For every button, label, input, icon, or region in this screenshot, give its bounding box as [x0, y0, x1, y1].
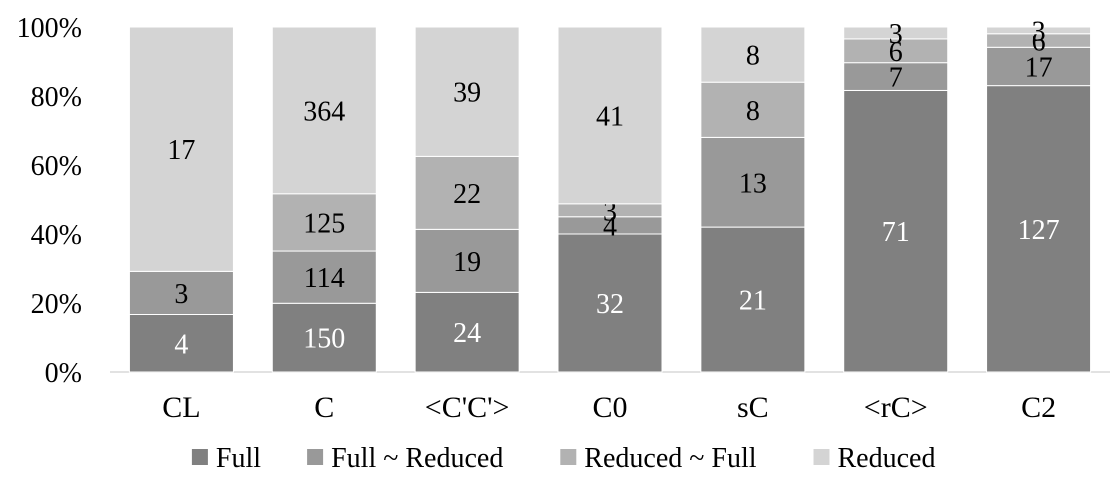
legend: Full Full ~ Reduced Reduced ~ Full Reduced [191, 443, 936, 474]
x-tick-label: CL [162, 391, 200, 424]
data-label: 32 [596, 289, 624, 320]
legend-item: Full [191, 443, 261, 474]
bar-segment [271, 302, 377, 373]
bar-segment [271, 26, 377, 195]
data-label: 39 [453, 78, 481, 109]
legend-label: Full ~ Reduced [331, 443, 503, 474]
y-tick-label: 100% [17, 13, 82, 44]
bar-segment [843, 89, 949, 373]
bar-segment [414, 291, 520, 373]
legend-swatch [813, 449, 830, 465]
data-label: 21 [739, 286, 767, 317]
bar-segment [271, 193, 377, 252]
legend-swatch [191, 449, 208, 465]
bar-segment [700, 226, 806, 373]
data-label: 17 [1025, 52, 1053, 83]
data-label: 114 [304, 263, 345, 294]
legend-label: Reduced ~ Full [584, 443, 756, 474]
data-label: 6 [1032, 27, 1046, 58]
bar-segment [843, 26, 949, 40]
legend-swatch [307, 449, 324, 465]
bar-segment [986, 26, 1092, 35]
x-tick-label: C2 [1021, 391, 1056, 424]
bar-segment [700, 136, 806, 228]
data-label: 364 [303, 96, 345, 127]
data-label: 150 [303, 324, 345, 355]
x-tick-label: sC [737, 391, 769, 424]
bars: 4317150114125364241922393243412113887176… [128, 16, 1092, 373]
x-axis: CL C <C'C'> C0 sC <rC> C2 [162, 391, 1056, 424]
data-label: 3 [889, 19, 903, 50]
data-label: 17 [167, 135, 195, 166]
y-tick-label: 20% [31, 289, 82, 320]
bar-segment [843, 62, 949, 91]
y-tick-label: 0% [45, 358, 82, 389]
legend-label: Full [216, 443, 261, 474]
data-label: 6 [889, 37, 903, 68]
bar-segment [557, 233, 663, 373]
bar-segment [700, 81, 806, 138]
legend-item: Reduced ~ Full [560, 443, 757, 474]
data-label: 4 [603, 211, 617, 242]
data-label: 3 [174, 279, 188, 310]
data-label: 19 [453, 247, 481, 278]
data-label: 3 [1032, 16, 1046, 47]
y-tick-label: 80% [31, 82, 82, 113]
bar-segment [414, 228, 520, 293]
legend-item: Reduced [813, 443, 936, 474]
bar-segment [700, 26, 806, 83]
bar-segment [271, 250, 377, 304]
data-label: 8 [746, 41, 760, 72]
bar-segment [557, 26, 663, 205]
data-label: 71 [882, 217, 910, 248]
x-tick-label: C [314, 391, 334, 424]
data-label: 7 [889, 63, 903, 94]
bar-segment [414, 26, 520, 157]
bar-segment [986, 85, 1092, 373]
bar-segment [128, 26, 234, 272]
legend-item: Full ~ Reduced [307, 443, 503, 474]
data-label: 13 [739, 168, 767, 199]
legend-swatch [560, 449, 577, 465]
x-tick-label: <C'C'> [425, 391, 510, 424]
data-label: 41 [596, 101, 624, 132]
y-tick-label: 60% [31, 151, 82, 182]
data-label: 127 [1018, 215, 1060, 246]
x-tick-label: <rC> [864, 391, 928, 424]
data-label: 4 [174, 329, 188, 360]
bar-segment [414, 155, 520, 230]
data-label: 125 [303, 208, 345, 239]
legend-label: Reduced [838, 443, 936, 474]
bar-segment [986, 46, 1092, 87]
data-label: 22 [453, 179, 481, 210]
data-label: 8 [746, 96, 760, 127]
y-tick-label: 40% [31, 220, 82, 251]
x-tick-label: C0 [592, 391, 627, 424]
bar-segment [128, 270, 234, 315]
data-label: 24 [453, 318, 481, 349]
